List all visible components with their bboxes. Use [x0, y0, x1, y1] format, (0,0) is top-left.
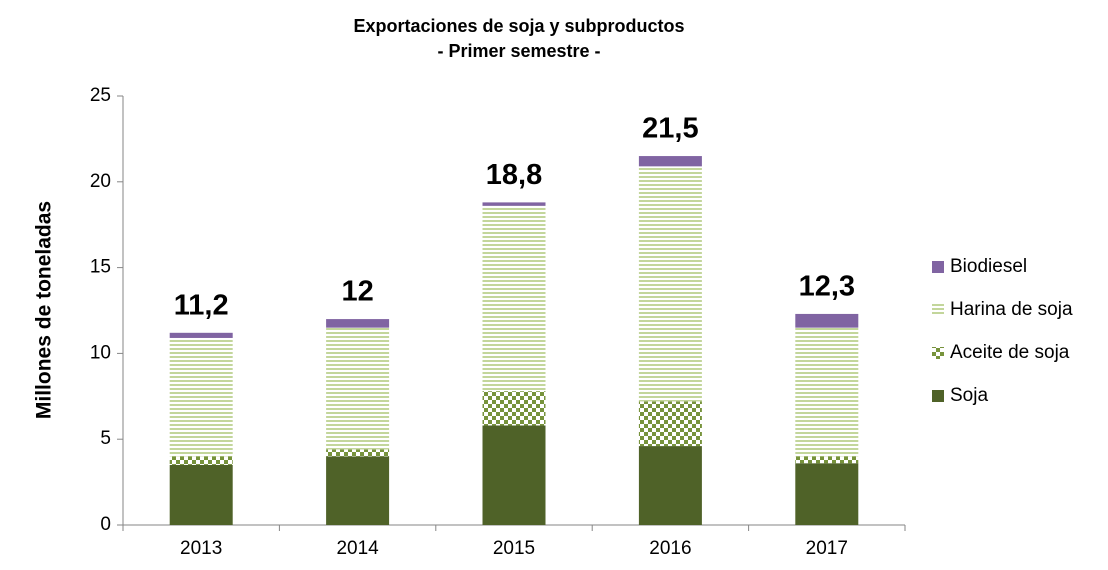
legend-swatch: [932, 261, 944, 273]
x-tick-label: 2016: [649, 538, 691, 559]
total-label: 12: [341, 276, 373, 308]
legend-label: Harina de soja: [950, 299, 1073, 320]
legend-label: Aceite de soja: [950, 342, 1070, 363]
legend-swatch: [932, 347, 944, 359]
y-tick-label: 0: [100, 514, 111, 535]
chart-title: Exportaciones de soja y subproductos: [353, 16, 684, 36]
bar-segment: [482, 202, 546, 206]
bar-segment: [795, 456, 859, 464]
bar-segment: [638, 156, 702, 167]
total-label: 18,8: [486, 159, 542, 191]
bar-segment: [326, 319, 390, 328]
bar-segment: [482, 205, 546, 392]
bar-segment: [638, 166, 702, 402]
legend-label: Soja: [950, 385, 988, 406]
bar-segment: [169, 332, 233, 338]
legend-swatch: [932, 304, 944, 316]
total-label: 11,2: [174, 289, 229, 321]
bar-segment: [482, 425, 546, 525]
x-tick-label: 2013: [180, 538, 222, 559]
x-tick-label: 2017: [806, 538, 848, 559]
bar-segment: [326, 449, 390, 457]
y-tick-label: 5: [100, 428, 111, 449]
y-tick-label: 10: [90, 342, 111, 363]
bar-segment: [638, 401, 702, 447]
bar-segment: [482, 391, 546, 426]
x-tick-label: 2015: [493, 538, 535, 559]
bar-segment: [326, 327, 390, 450]
total-label: 21,5: [642, 113, 698, 145]
bar-segment: [795, 327, 859, 457]
legend-label: Biodiesel: [950, 256, 1027, 277]
bar-segment: [169, 337, 233, 457]
x-tick-label: 2014: [336, 538, 379, 559]
bar-segment: [326, 456, 390, 525]
bar-segment: [795, 463, 859, 525]
chart-subtitle: - Primer semestre -: [437, 41, 600, 61]
bar-segment: [795, 313, 859, 328]
legend-swatch: [932, 390, 944, 402]
y-axis-label: Millones de toneladas: [33, 201, 56, 419]
y-tick-label: 15: [90, 257, 111, 278]
y-tick-label: 25: [90, 85, 111, 106]
y-tick-label: 20: [90, 171, 111, 192]
bar-segment: [169, 456, 233, 465]
bar-segment: [169, 464, 233, 525]
bar-segment: [638, 446, 702, 525]
total-label: 12,3: [799, 271, 855, 303]
